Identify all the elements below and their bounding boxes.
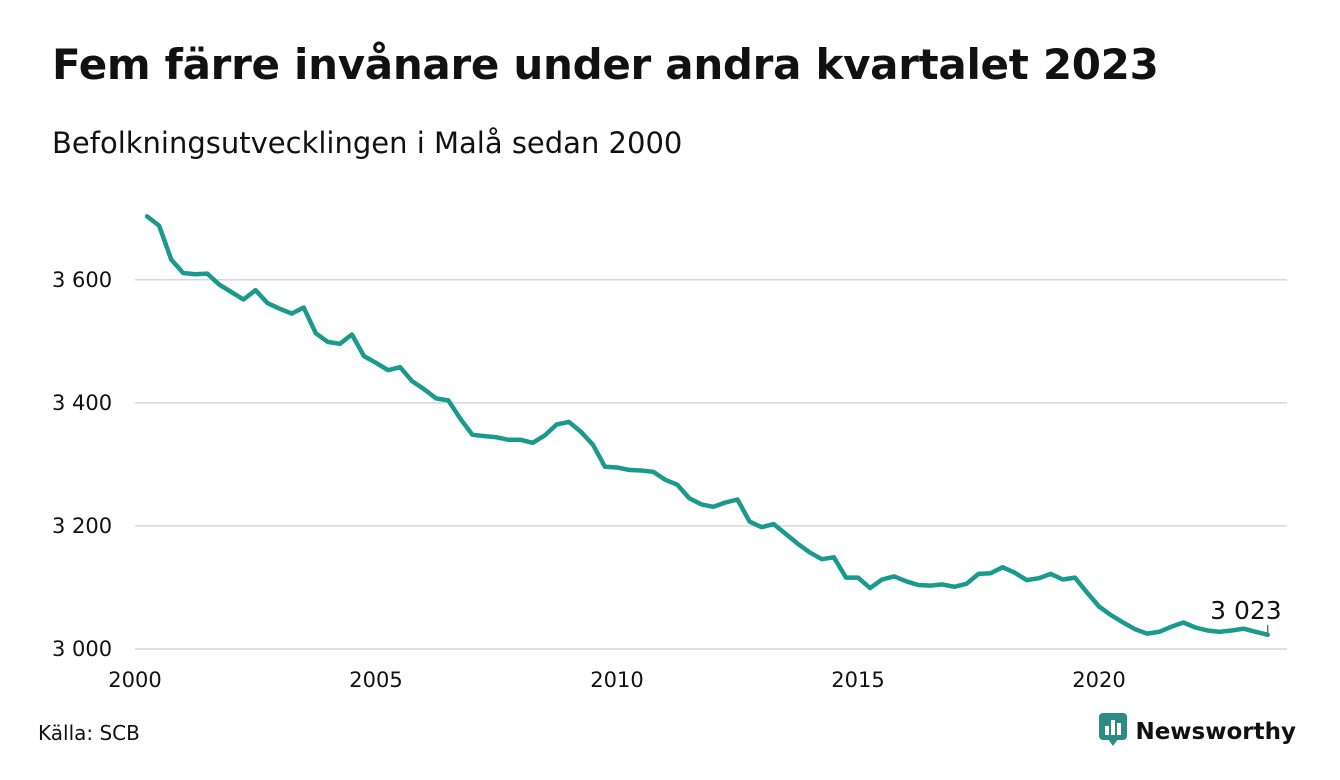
y-tick-label: 3 000 [52, 637, 112, 661]
x-tick-label: 2010 [590, 668, 643, 692]
x-tick-label: 2000 [108, 668, 161, 692]
y-tick-label: 3 400 [52, 391, 112, 415]
x-tick-label: 2005 [349, 668, 402, 692]
bar-chart-speech-bubble-icon [1099, 713, 1127, 751]
gridlines [135, 280, 1287, 649]
y-tick-label: 3 200 [52, 514, 112, 538]
line-chart: 3 000 3 200 3 400 3 600 2000 2005 2010 2015 202… [0, 0, 1340, 700]
y-axis-tick-labels: 3 000 3 200 3 400 3 600 [52, 268, 112, 661]
x-tick-label: 2015 [831, 668, 884, 692]
source-note: Källa: SCB [38, 721, 140, 745]
y-tick-label: 3 600 [52, 268, 112, 292]
end-value-label: 3 023 [1210, 596, 1282, 625]
x-axis-tick-labels: 2000 2005 2010 2015 2020 [108, 668, 1125, 692]
x-tick-label: 2020 [1072, 668, 1125, 692]
brand-name: Newsworthy [1135, 719, 1296, 745]
brand-logo: Newsworthy [1099, 714, 1296, 750]
